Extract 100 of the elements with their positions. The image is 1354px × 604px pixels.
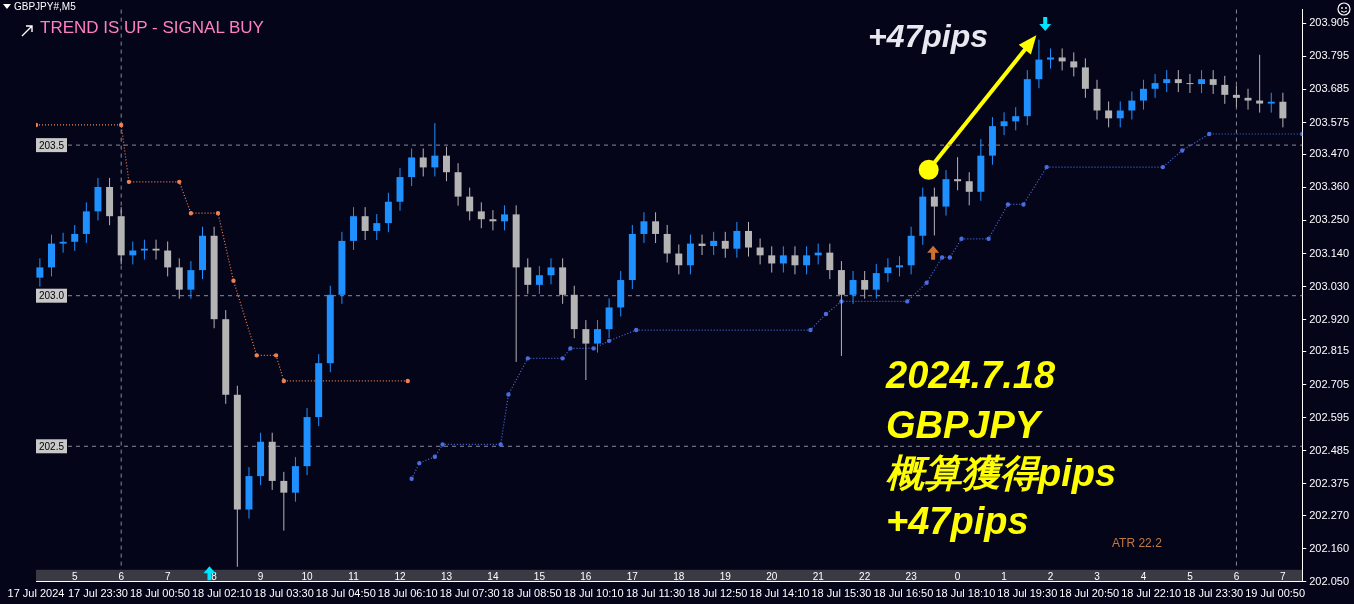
candlestick — [1012, 106, 1020, 131]
x-tick-label: 18 Jul 04:50 — [315, 587, 376, 600]
x2-tick-label: 17 — [626, 570, 639, 582]
x-tick-label: 18 Jul 07:30 — [439, 587, 500, 600]
candlestick — [1232, 85, 1240, 108]
y-tick-label: 203.250 — [1309, 213, 1349, 226]
candlestick — [408, 147, 416, 187]
ref-line-label: 203.5 — [39, 139, 65, 151]
candlestick — [419, 147, 427, 177]
candlestick — [489, 209, 497, 231]
x2-tick-label: 12 — [394, 570, 406, 582]
x-tick-label: 18 Jul 15:30 — [811, 587, 872, 600]
x2-tick-label: 1 — [1001, 570, 1008, 582]
candlestick — [71, 224, 79, 252]
candlestick — [431, 122, 439, 177]
x2-tick-label: 2 — [1047, 570, 1054, 582]
x2-tick-label: 7 — [164, 570, 171, 582]
candlestick — [442, 146, 450, 182]
candlestick — [1198, 69, 1206, 94]
candlestick — [164, 240, 172, 277]
candlestick — [954, 156, 962, 191]
x-tick-label: 18 Jul 16:50 — [873, 587, 934, 600]
candlestick — [745, 221, 752, 258]
x-tick-label: 18 Jul 20:50 — [1059, 587, 1120, 600]
x2-tick-label: 15 — [533, 570, 546, 582]
x-tick-label: 18 Jul 22:10 — [1121, 587, 1182, 600]
candlestick — [1035, 39, 1043, 89]
y-tick-label: 202.485 — [1309, 443, 1349, 456]
candlestick — [373, 213, 381, 241]
x2-tick-label: 7 — [1280, 570, 1287, 582]
x-tick-label: 18 Jul 19:30 — [997, 587, 1058, 600]
annotation: GBPJPY — [886, 404, 1041, 446]
candlestick — [1163, 69, 1171, 93]
candlestick — [675, 244, 683, 275]
candlestick — [768, 245, 776, 274]
y-tick-label: 203.575 — [1309, 115, 1349, 128]
candlestick — [1000, 111, 1008, 136]
x-tick-label: 18 Jul 12:50 — [687, 587, 748, 600]
candlestick — [861, 270, 869, 300]
candlestick — [175, 257, 183, 300]
y-tick-label: 202.595 — [1309, 410, 1349, 423]
candlestick — [884, 257, 892, 283]
candlestick — [1221, 75, 1229, 105]
x2-tick-label: 4 — [1140, 570, 1147, 582]
x2-tick-label: 21 — [812, 570, 825, 582]
candlestick — [1058, 47, 1066, 71]
ref-line-label: 202.5 — [39, 441, 65, 453]
x2-tick-label: 11 — [348, 570, 360, 582]
candlestick — [1209, 69, 1217, 95]
candlestick — [779, 245, 787, 274]
x2-tick-label: 22 — [859, 570, 871, 582]
y-tick-label: 202.160 — [1309, 541, 1349, 554]
x-tick-label: 18 Jul 08:50 — [501, 587, 562, 600]
candlestick — [1081, 57, 1089, 99]
candlestick — [1174, 69, 1182, 93]
y-tick-label: 203.140 — [1309, 246, 1349, 259]
candlestick — [1151, 73, 1159, 99]
x-tick-label: 18 Jul 23:30 — [1183, 587, 1244, 600]
candlestick — [1116, 100, 1124, 128]
annotation: ATR 22.2 — [1112, 536, 1162, 550]
candlestick — [1105, 100, 1113, 128]
x2-tick-label: 20 — [766, 570, 778, 582]
candlestick — [582, 319, 590, 381]
candlestick — [652, 211, 660, 244]
candlestick — [524, 257, 532, 295]
x2-tick-label: 16 — [580, 570, 592, 582]
x-tick-label: 19 Jul 00:50 — [1245, 587, 1306, 600]
candlestick — [187, 260, 195, 300]
x-tick-label: 17 Jul 2024 — [7, 587, 65, 600]
candlestick — [826, 243, 834, 280]
candlestick — [965, 171, 973, 206]
x2-tick-label: 0 — [954, 570, 961, 582]
candlestick — [1244, 88, 1252, 111]
candlestick — [791, 245, 799, 275]
candlestick — [930, 187, 938, 236]
x2-tick-label: 14 — [487, 570, 499, 582]
candlestick — [605, 297, 613, 339]
candlestick — [640, 211, 648, 244]
x2-tick-label: 9 — [257, 570, 264, 582]
x2-tick-label: 23 — [905, 570, 918, 582]
y-tick-label: 202.270 — [1309, 508, 1349, 521]
y-tick-label: 202.375 — [1309, 476, 1349, 489]
candlestick — [82, 201, 90, 244]
candlestick — [48, 234, 55, 277]
candlestick — [361, 206, 369, 241]
x2-tick-label: 18 — [673, 570, 685, 582]
candlestick — [733, 221, 741, 259]
x2-tick-label: 5 — [1187, 570, 1194, 582]
annotation: 概算獲得pips — [886, 452, 1117, 494]
candlestick — [1070, 51, 1078, 77]
y-tick-label: 202.050 — [1309, 574, 1349, 587]
x2-tick-label: 6 — [1233, 570, 1240, 582]
candlestick — [663, 224, 671, 264]
x-tick-label: 18 Jul 06:10 — [377, 587, 438, 600]
annotation: +47pips — [886, 500, 1029, 542]
candlestick — [1047, 47, 1055, 70]
x-tick-label: 18 Jul 11:30 — [626, 587, 686, 600]
candlestick — [1128, 91, 1136, 121]
y-tick-label: 202.705 — [1309, 377, 1349, 390]
x-tick-label: 18 Jul 10:10 — [563, 587, 624, 600]
